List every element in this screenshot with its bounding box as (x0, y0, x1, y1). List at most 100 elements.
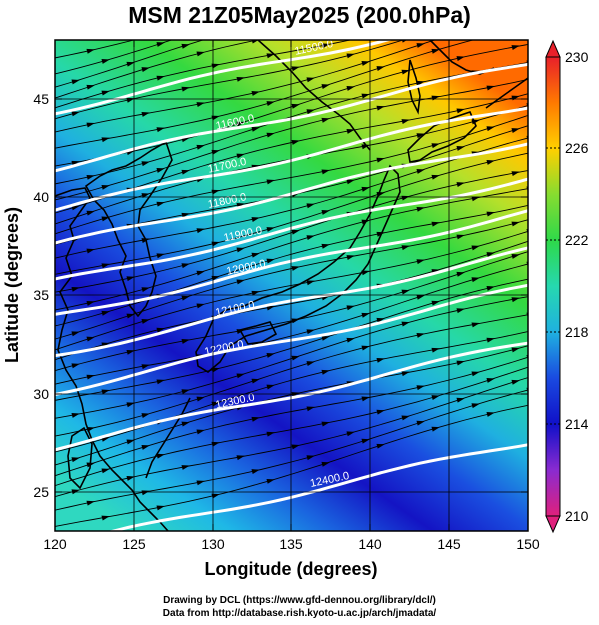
wind-arrow (111, 9, 119, 14)
wind-arrow (361, 18, 369, 23)
wind-arrow (211, 493, 220, 499)
contour-line (55, 209, 528, 316)
wind-arrow (306, 77, 315, 83)
wind-arrow (211, 149, 220, 155)
wind-arrow (236, 153, 245, 159)
wind-arrow (211, 367, 220, 373)
wind-arrow (101, 389, 110, 395)
wind-arrow (416, 206, 425, 212)
streamline (55, 40, 260, 99)
wind-arrow (166, 0, 174, 4)
wind-arrow (86, 210, 95, 216)
y-tick-label: 35 (33, 287, 49, 303)
wind-arrow (376, 105, 385, 111)
colorbar-label: 214 (565, 416, 589, 432)
wind-arrow (291, 66, 300, 72)
wind-arrow (361, 345, 370, 351)
wind-arrow (101, 263, 110, 269)
wind-arrow (266, 384, 275, 390)
wind-arrow (456, 397, 465, 403)
wind-arrow (376, 317, 385, 323)
wind-arrow (346, 255, 355, 260)
wind-arrow (416, 80, 425, 86)
contour-line (55, 283, 528, 396)
wind-arrow (486, 412, 495, 417)
wind-arrow (181, 465, 190, 470)
wind-arrow (291, 103, 300, 109)
streamline (55, 40, 205, 88)
wind-arrow (431, 48, 440, 54)
wind-arrow (526, 10, 534, 15)
wind-arrow (361, 270, 370, 276)
wind-arrow (321, 461, 330, 467)
wind-arrow (471, 277, 480, 283)
wind-arrow (101, 90, 110, 96)
wind-arrow (266, 7, 274, 12)
contour-line (55, 177, 528, 281)
x-tick-label: 145 (437, 536, 461, 552)
wind-arrow (306, 109, 315, 115)
wind-arrow (456, 234, 465, 240)
wind-arrow (416, 385, 425, 391)
wind-arrow (511, 379, 520, 385)
wind-arrow (456, 145, 465, 151)
wind-arrow (306, 329, 315, 335)
wind-arrow (141, 112, 150, 117)
wind-arrow (211, 189, 220, 195)
wind-arrow (416, 168, 425, 174)
wind-arrow (511, 254, 520, 259)
wind-arrow (156, 453, 165, 459)
wind-arrow (376, 357, 385, 363)
wind-arrow (101, 184, 110, 190)
wind-arrow (196, 303, 205, 309)
wind-arrow (376, 157, 385, 163)
wind-arrow (86, 336, 95, 342)
wind-arrow (141, 413, 150, 419)
wind-arrow (456, 56, 465, 61)
contour-line (55, 62, 528, 173)
wind-arrow (211, 241, 220, 247)
y-tick-label: 45 (33, 91, 49, 107)
wind-arrow (266, 53, 275, 59)
credit-data: Data from http://database.rish.kyoto-u.a… (162, 608, 437, 619)
wind-arrow (456, 20, 464, 25)
wind-arrow (471, 371, 480, 377)
wind-arrow (321, 243, 330, 249)
streamline (45, 0, 537, 24)
wind-arrow (156, 167, 165, 173)
wind-arrow (181, 295, 190, 301)
wind-arrow (486, 0, 494, 5)
colorbar-label: 210 (565, 508, 589, 524)
wind-arrow (211, 115, 220, 121)
colorbar-bottom-cap (545, 515, 561, 534)
wind-arrow (266, 431, 275, 437)
wind-arrow (251, 252, 260, 258)
wind-arrow (181, 421, 190, 427)
wind-arrow (126, 402, 135, 408)
x-tick-label: 120 (43, 536, 67, 552)
wind-arrow (291, 14, 299, 19)
wind-arrow (291, 444, 300, 450)
wind-arrow (126, 313, 135, 319)
wind-arrow (306, 280, 315, 286)
wind-arrow (236, 279, 245, 285)
wind-arrow (431, 300, 440, 306)
wind-arrow (266, 101, 275, 106)
wind-arrow (486, 160, 495, 165)
geopotential-contours (55, 40, 528, 531)
wind-arrow (471, 119, 480, 125)
wind-arrow (511, 297, 520, 303)
wind-arrow (401, 289, 410, 295)
wind-arrow (141, 364, 150, 370)
wind-arrow (101, 310, 110, 316)
wind-arrow (86, 462, 95, 468)
wind-arrow (101, 137, 110, 143)
wind-arrow (251, 1, 259, 6)
wind-arrow (196, 429, 205, 435)
wind-arrow (321, 169, 330, 175)
wind-arrow (321, 117, 330, 123)
contour-line (55, 142, 528, 245)
wind-arrow (361, 61, 370, 66)
wind-arrow (71, 331, 80, 337)
wind-arrow (416, 294, 425, 300)
